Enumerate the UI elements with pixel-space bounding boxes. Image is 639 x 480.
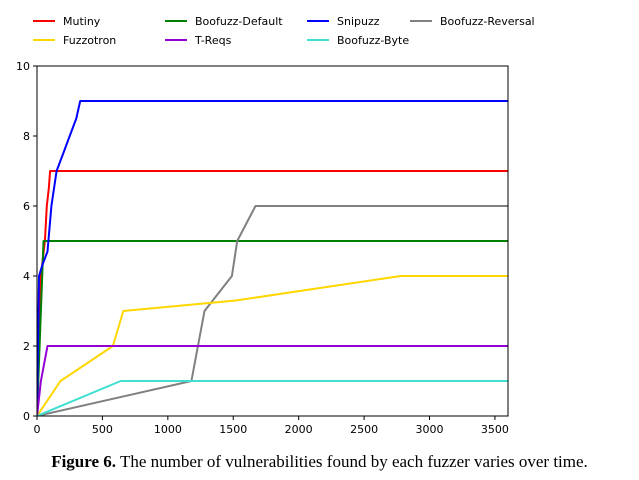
line-chart: Mutiny Boofuzz-Default Snipuzz Boofuzz-Reve…: [16, 15, 535, 436]
x-tick-label: 3500: [481, 423, 509, 436]
y-tick-label: 2: [23, 340, 30, 353]
x-tick-label: 2000: [285, 423, 313, 436]
series-line-5: [37, 345, 508, 416]
caption-text: The number of vulnerabilities found by e…: [116, 452, 588, 471]
series-line-3: [37, 205, 508, 416]
x-tick-label: 1500: [219, 423, 247, 436]
legend-label: Mutiny: [63, 15, 101, 28]
series-line-1: [37, 240, 508, 416]
legend-label: Snipuzz: [337, 15, 380, 28]
series-line-0: [37, 170, 508, 416]
legend-label: Boofuzz-Byte: [337, 34, 409, 47]
x-tick-label: 2500: [350, 423, 378, 436]
legend: Mutiny Boofuzz-Default Snipuzz Boofuzz-Reve…: [33, 15, 535, 47]
y-tick-label: 8: [23, 130, 30, 143]
series-line-4: [37, 275, 508, 416]
y-tick-label: 4: [23, 270, 30, 283]
axes-frame: [36, 65, 509, 417]
legend-label: Fuzzotron: [63, 34, 116, 47]
series-line-6: [37, 380, 508, 416]
y-tick-label: 6: [23, 200, 30, 213]
plot-area: [36, 65, 509, 417]
figure-caption: Figure 6. The number of vulnerabilities …: [0, 452, 639, 472]
axis-ticks: 0 500 1000 1500 2000 2500 3000 3500 0 2 4 6 8 10: [16, 60, 509, 436]
x-tick-label: 500: [92, 423, 113, 436]
x-tick-label: 3000: [416, 423, 444, 436]
y-tick-label: 0: [23, 410, 30, 423]
legend-label: T-Reqs: [194, 34, 232, 47]
series-lines: [37, 100, 508, 416]
caption-label: Figure 6.: [51, 452, 117, 471]
series-line-2: [37, 100, 508, 416]
legend-label: Boofuzz-Reversal: [440, 15, 535, 28]
x-tick-label: 0: [34, 423, 41, 436]
x-tick-label: 1000: [154, 423, 182, 436]
legend-label: Boofuzz-Default: [195, 15, 283, 28]
y-tick-label: 10: [16, 60, 30, 73]
